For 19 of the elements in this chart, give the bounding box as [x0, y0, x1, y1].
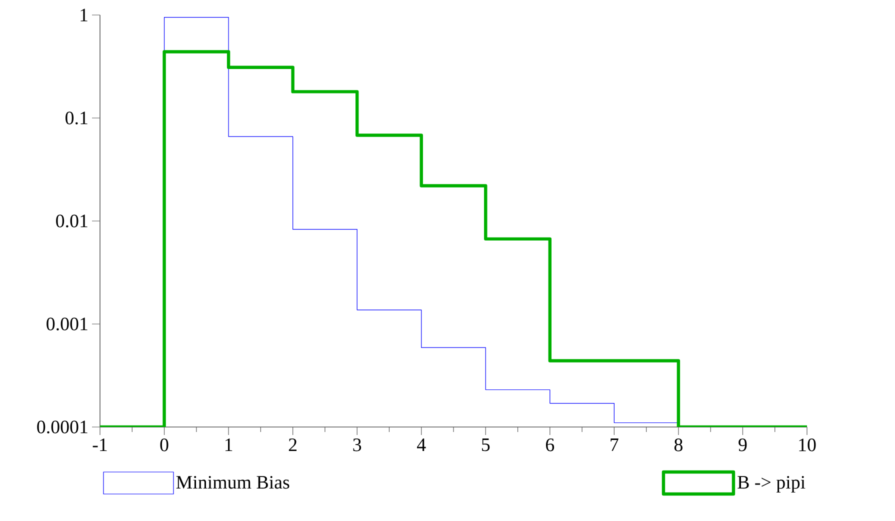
y-tick-label: 0.01: [56, 214, 88, 228]
x-tick-label: 5: [482, 438, 490, 452]
y-tick-label: 0.1: [66, 112, 88, 124]
legend-label: B -> pipi: [738, 476, 806, 493]
y-tick-label: 1: [80, 8, 88, 22]
x-tick-label: 6: [546, 438, 554, 452]
x-tick-label: 8: [674, 438, 682, 452]
x-tick-label: 7: [610, 438, 618, 451]
x-tick-label: 1: [225, 438, 232, 452]
x-tick-label: 0: [160, 438, 168, 452]
legend-label: Minimum Bias: [176, 476, 290, 489]
x-tick-label: -1: [92, 438, 107, 452]
x-tick-label: 2: [288, 438, 297, 452]
y-tick-label: 0.001: [46, 318, 88, 330]
x-tick-label: 10: [799, 438, 816, 452]
y-tick-label: 0.0001: [37, 420, 88, 434]
x-tick-label: 3: [353, 438, 362, 452]
x-tick-label: 4: [417, 438, 426, 451]
x-tick-label: 9: [738, 438, 747, 452]
